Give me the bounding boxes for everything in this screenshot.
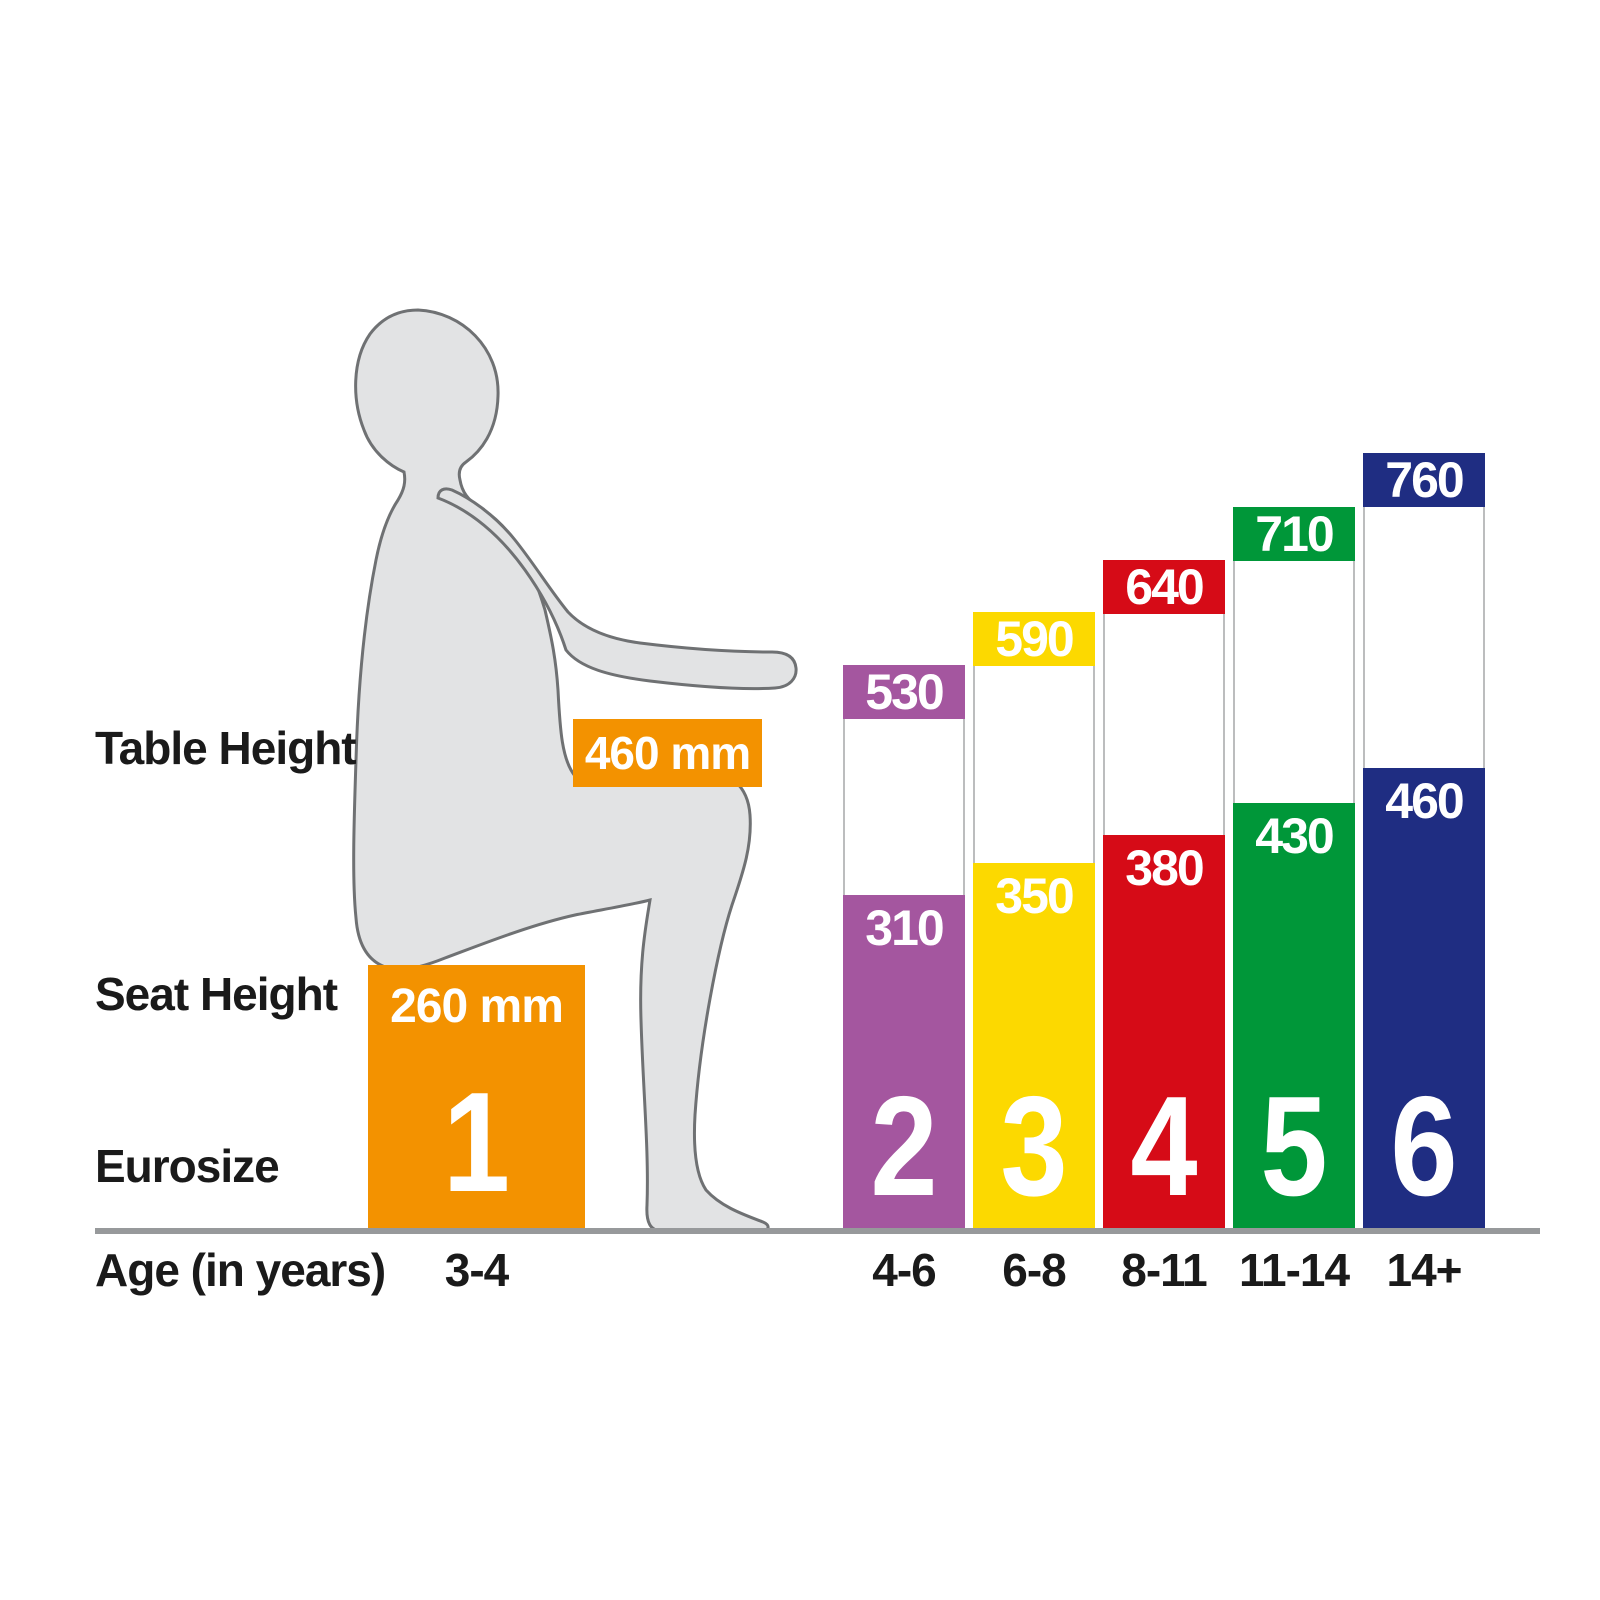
eurosize-label: Eurosize	[95, 1140, 280, 1192]
age-value-6: 14+	[1386, 1244, 1462, 1296]
bar-gap-2	[843, 719, 965, 895]
seat-segment-6: 460 6	[1363, 768, 1485, 1228]
seat-height-label: Seat Height	[95, 968, 338, 1020]
table-height-value-5: 710	[1255, 506, 1334, 562]
silhouette-arm	[436, 487, 798, 691]
table-height-band-5: 710	[1233, 506, 1355, 562]
bar-eurosize-1: 260 mm 1	[368, 965, 585, 1228]
bar-gap-5	[1233, 561, 1355, 803]
bar-gap-3	[973, 666, 1095, 863]
eurosize-number-6: 6	[1390, 1067, 1458, 1226]
table-height-band-6: 760	[1363, 452, 1485, 508]
table-height-label: Table Height	[95, 722, 357, 774]
table-height-band-4: 640	[1103, 559, 1225, 615]
seat-height-text-size1: 260 mm	[390, 980, 564, 1033]
table-height-value-3: 590	[995, 611, 1074, 667]
bar-eurosize-5: 710 430 5	[1233, 507, 1355, 1228]
eurosize-number-4: 4	[1130, 1067, 1198, 1226]
table-height-value-size1: 460 mm	[573, 719, 762, 787]
age-value-5: 11-14	[1238, 1244, 1350, 1296]
bar-eurosize-3: 590 350 3	[973, 612, 1095, 1228]
seat-segment-3: 350 3	[973, 863, 1095, 1228]
table-height-value-2: 530	[865, 664, 944, 720]
age-value-3: 6-8	[1002, 1244, 1066, 1296]
table-height-value-4: 640	[1125, 559, 1204, 615]
seat-segment-2: 310 2	[843, 895, 965, 1228]
seat-height-value-4: 380	[1125, 840, 1204, 896]
age-axis-label: Age (in years)	[95, 1244, 386, 1296]
eurosize-number-2: 2	[870, 1067, 938, 1226]
eurosize-number-3: 3	[1000, 1067, 1068, 1226]
eurosize-number-5: 5	[1260, 1067, 1328, 1226]
seat-height-value-3: 350	[995, 868, 1074, 924]
table-height-value-6: 760	[1385, 452, 1464, 508]
seat-height-value-5: 430	[1255, 808, 1334, 864]
seat-segment-5: 430 5	[1233, 803, 1355, 1228]
seat-height-value-6: 460	[1385, 773, 1464, 829]
baseline	[95, 1228, 1540, 1234]
age-value-4: 8-11	[1121, 1244, 1208, 1296]
bar-gap-6	[1363, 507, 1485, 768]
age-value-2: 4-6	[872, 1244, 936, 1296]
table-height-band-2: 530	[843, 664, 965, 720]
table-height-band-3: 590	[973, 611, 1095, 667]
bar-eurosize-2: 530 310 2	[843, 665, 965, 1228]
seat-height-value-2: 310	[865, 900, 944, 956]
seat-segment-4: 380 4	[1103, 835, 1225, 1228]
bar-eurosize-6: 760 460 6	[1363, 453, 1485, 1228]
table-height-text-size1: 460 mm	[584, 727, 751, 779]
age-value-1: 3-4	[444, 1244, 509, 1296]
eurosize-number-1: 1	[442, 1063, 511, 1222]
bar-gap-4	[1103, 614, 1225, 835]
bar-eurosize-4: 640 380 4	[1103, 560, 1225, 1228]
